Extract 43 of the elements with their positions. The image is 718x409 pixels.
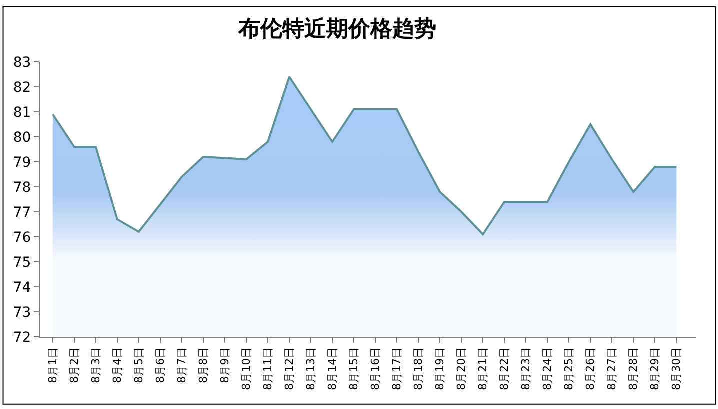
x-tick-label: 8月4日 xyxy=(111,347,124,384)
x-tick-label: 8月29日 xyxy=(648,347,662,390)
x-tick-label: 8月18日 xyxy=(412,347,426,390)
x-tick-label: 8月1日 xyxy=(46,347,60,384)
x-tick-label: 8月20日 xyxy=(455,347,468,390)
x-tick-label: 8月12日 xyxy=(283,347,296,390)
x-tick-label: 8月7日 xyxy=(176,347,189,384)
x-tick-label: 8月22日 xyxy=(498,347,512,390)
y-tick-label: 76 xyxy=(13,230,32,246)
x-tick-label: 8月14日 xyxy=(326,347,340,390)
x-tick-label: 8月17日 xyxy=(390,347,404,390)
x-tick-label: 8月13日 xyxy=(304,347,318,390)
y-tick-label: 80 xyxy=(13,130,32,146)
x-tick-label: 8月16日 xyxy=(369,347,382,390)
x-tick-label: 8月9日 xyxy=(218,347,232,384)
y-tick-label: 82 xyxy=(13,80,32,96)
x-tick-label: 8月6日 xyxy=(154,347,168,384)
y-tick-label: 75 xyxy=(13,254,32,271)
x-tick-label: 8月3日 xyxy=(89,347,102,384)
x-tick-label: 8月19日 xyxy=(434,347,447,390)
y-tick-label: 72 xyxy=(13,330,32,346)
y-tick-label: 79 xyxy=(13,154,32,171)
x-tick-label: 8月27日 xyxy=(606,347,619,390)
x-tick-label: 8月28日 xyxy=(627,347,640,390)
x-tick-label: 8月11日 xyxy=(262,347,275,390)
x-tick-label: 8月10日 xyxy=(240,347,254,390)
x-tick-label: 8月15日 xyxy=(348,347,361,390)
x-tick-label: 8月30日 xyxy=(670,347,684,390)
x-tick-label: 8月25日 xyxy=(562,347,576,390)
x-tick-label: 8月21日 xyxy=(476,347,490,390)
y-tick-label: 74 xyxy=(13,280,32,296)
x-tick-label: 8月23日 xyxy=(520,347,533,390)
x-tick-label: 8月2日 xyxy=(68,347,81,384)
y-tick-label: 73 xyxy=(13,304,32,321)
y-tick-label: 83 xyxy=(13,54,32,71)
x-tick-label: 8月8日 xyxy=(197,347,210,384)
x-tick-label: 8月5日 xyxy=(132,347,146,384)
y-tick-label: 81 xyxy=(13,104,32,121)
x-tick-label: 8月24日 xyxy=(541,347,554,390)
y-tick-label: 77 xyxy=(13,204,32,221)
y-tick-label: 78 xyxy=(13,180,32,196)
x-tick-label: 8月26日 xyxy=(584,347,598,390)
chart-title: 布伦特近期价格趋势 xyxy=(237,16,436,42)
